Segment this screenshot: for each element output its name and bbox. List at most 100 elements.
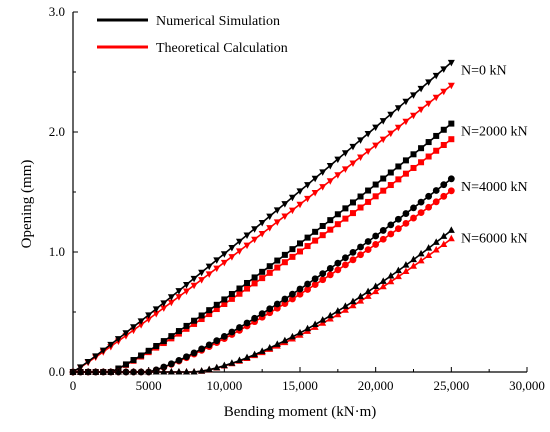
marker-triangle-up (334, 310, 342, 318)
marker-square (440, 126, 447, 133)
marker-triangle-up (69, 368, 77, 375)
marker-triangle-up (145, 368, 153, 375)
marker-circle (319, 276, 327, 284)
marker-triangle-down (349, 160, 357, 167)
marker-circle (243, 319, 251, 327)
marker-circle (425, 192, 433, 200)
marker-circle (258, 310, 266, 318)
marker-circle (410, 214, 417, 222)
marker-circle (273, 300, 281, 308)
marker-square (236, 285, 243, 292)
marker-triangle-down (152, 311, 160, 318)
marker-square (213, 306, 220, 313)
marker-triangle-down (99, 347, 107, 355)
marker-triangle-up (357, 292, 365, 300)
marker-circle (183, 353, 190, 361)
marker-triangle-down (114, 336, 122, 343)
marker-circle (394, 215, 402, 223)
marker-triangle-up (243, 353, 251, 361)
marker-triangle-up (220, 361, 228, 369)
marker-triangle-up (379, 282, 387, 290)
curve-annotation: N=4000 kN (461, 180, 528, 195)
marker-circle (402, 210, 410, 217)
marker-triangle-down (341, 166, 349, 173)
marker-triangle-down (326, 162, 334, 170)
marker-triangle-up (440, 232, 448, 239)
marker-circle (296, 285, 304, 293)
marker-triangle-up (364, 292, 372, 299)
marker-triangle-up (213, 363, 221, 371)
axis-labels: Bending moment (kN·m) Opening (mm) (19, 160, 376, 420)
marker-square (304, 234, 311, 241)
marker-triangle-up (281, 336, 289, 344)
marker-triangle-down (440, 66, 448, 73)
marker-triangle-up (432, 246, 440, 253)
series-numerical-1 (70, 120, 455, 375)
marker-square (138, 352, 145, 359)
marker-triangle-down (183, 282, 190, 289)
marker-triangle-down (137, 318, 145, 325)
marker-square (266, 269, 273, 276)
marker-triangle-up (440, 240, 448, 247)
marker-circle (372, 241, 380, 248)
marker-circle (447, 187, 455, 195)
legend-label: Numerical Simulation (156, 14, 280, 29)
marker-triangle-up (114, 368, 122, 375)
marker-square (259, 268, 266, 275)
marker-triangle-up (296, 328, 304, 336)
marker-triangle-up (205, 365, 213, 373)
marker-triangle-up (372, 282, 380, 290)
marker-triangle-up (235, 356, 243, 364)
marker-circle (190, 349, 198, 357)
marker-square (251, 280, 258, 287)
marker-circle (311, 275, 319, 283)
marker-triangle-down (304, 182, 312, 189)
marker-triangle-up (190, 368, 198, 375)
marker-triangle-up (266, 343, 274, 351)
marker-circle (342, 261, 349, 269)
x-tick-label: 10,000 (206, 378, 242, 393)
marker-triangle-down (235, 248, 243, 255)
marker-circle (425, 203, 433, 211)
marker-square (425, 153, 432, 160)
marker-triangle-down (410, 92, 417, 99)
x-axis-title: Bending moment (kN·m) (224, 404, 376, 420)
marker-triangle-down (372, 124, 380, 132)
marker-triangle-up (92, 368, 100, 375)
marker-triangle-up (394, 272, 402, 280)
marker-triangle-down (175, 288, 183, 295)
marker-square (274, 264, 281, 271)
marker-square (365, 187, 372, 194)
marker-circle (334, 266, 342, 274)
marker-square (244, 279, 251, 286)
marker-circle (364, 246, 372, 254)
marker-triangle-down (379, 118, 387, 125)
marker-square (289, 253, 296, 260)
marker-triangle-up (410, 262, 417, 269)
marker-triangle-down (341, 150, 349, 157)
marker-square (319, 222, 326, 229)
series-line (73, 122, 452, 373)
marker-square (433, 147, 440, 154)
marker-square (327, 217, 334, 224)
marker-triangle-down (160, 300, 168, 307)
marker-triangle-down (425, 100, 433, 108)
marker-triangle-up (326, 315, 334, 322)
marker-square (281, 251, 288, 258)
marker-triangle-down (213, 265, 221, 273)
marker-triangle-up (167, 368, 175, 375)
y-tick-label: 2.0 (49, 124, 65, 139)
marker-circle (379, 235, 387, 243)
marker-circle (198, 345, 206, 353)
marker-triangle-up (251, 350, 259, 358)
marker-triangle-down (107, 341, 115, 349)
marker-triangle-down (228, 244, 236, 252)
marker-triangle-up (84, 368, 92, 375)
marker-triangle-up (394, 266, 402, 274)
marker-triangle-up (228, 359, 236, 366)
marker-triangle-down (417, 85, 425, 93)
marker-triangle-up (175, 368, 183, 375)
marker-circle (175, 356, 183, 364)
x-tick-label: 0 (70, 378, 77, 393)
marker-circle (379, 227, 387, 234)
